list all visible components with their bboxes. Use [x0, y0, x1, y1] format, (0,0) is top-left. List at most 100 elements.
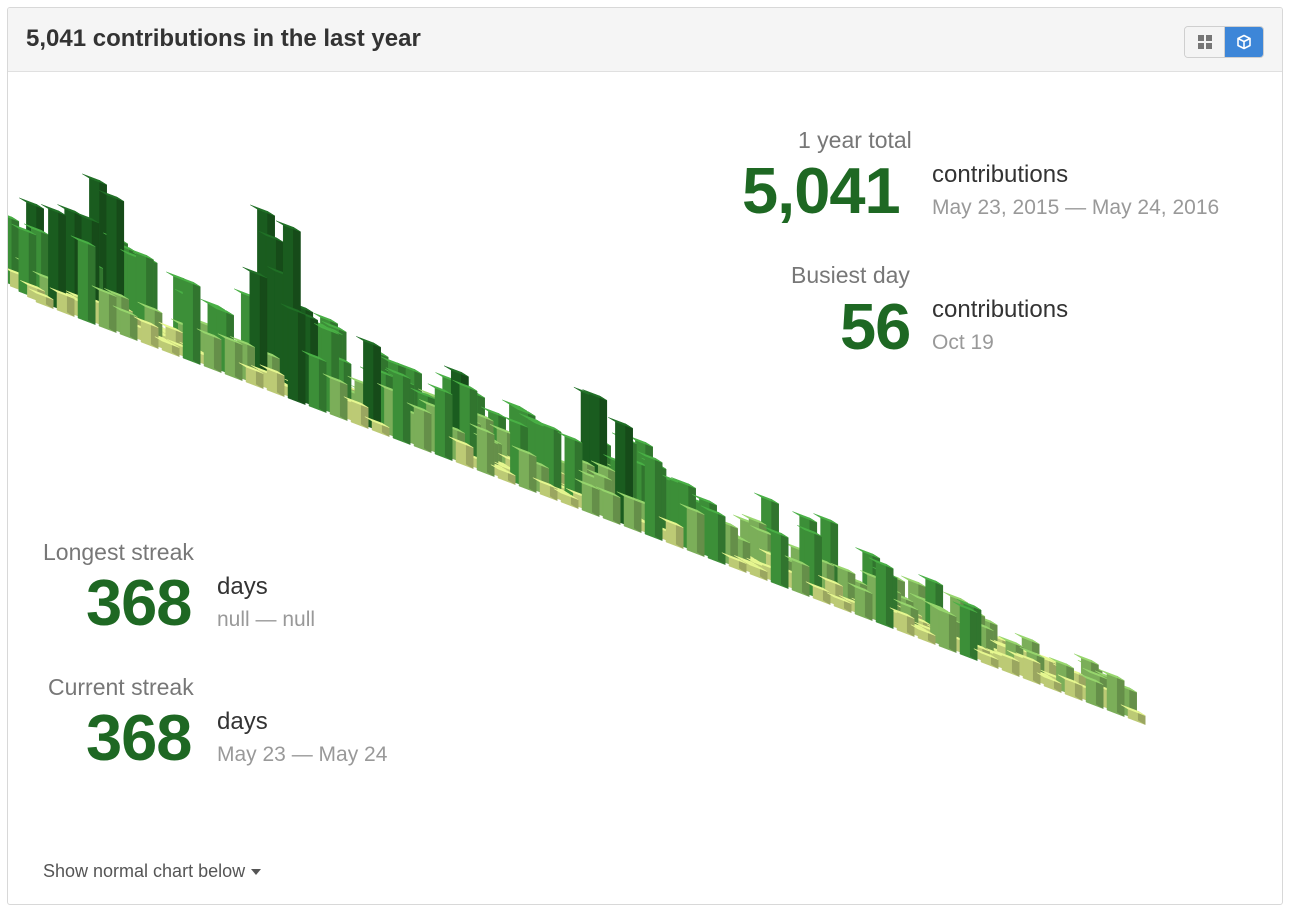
chart-cell-top	[616, 491, 642, 503]
chart-cell-top	[511, 445, 537, 457]
chart-cell-top	[595, 486, 621, 498]
chart-cell-top	[41, 204, 66, 216]
year-total-range: May 23, 2015 — May 24, 2016	[932, 196, 1220, 219]
chart-cell-top	[918, 574, 943, 586]
chart-cell-side	[297, 309, 306, 406]
chart-cell-top	[217, 333, 243, 345]
chart-cell-top	[910, 624, 936, 636]
cube-icon	[1237, 34, 1251, 50]
chart-cell-top	[1082, 667, 1108, 680]
chart-cell-top	[364, 416, 390, 428]
chart-cell-side	[339, 379, 348, 422]
chart-cell-side	[717, 511, 726, 566]
chart-cell-top	[23, 223, 49, 235]
chart-cell-top	[11, 223, 37, 236]
chart-cell-side	[591, 484, 600, 518]
year-total-label: 1 year total	[798, 127, 912, 153]
chart-cell-top	[830, 562, 856, 575]
chart-cell-top	[280, 303, 306, 315]
chart-cell-side	[444, 389, 453, 462]
3d-view-button[interactable]	[1224, 27, 1263, 57]
year-total-value: 5,041	[742, 154, 901, 227]
view-toggle	[1184, 26, 1264, 58]
chart-cell-top	[818, 575, 843, 587]
chart-cell-top	[826, 592, 852, 604]
chart-cell-top	[313, 312, 338, 325]
chart-cell-top	[158, 321, 184, 334]
chart-cell-top	[742, 560, 768, 572]
chart-cell-top	[99, 190, 124, 202]
chart-cell-top	[1019, 646, 1045, 659]
year-total-unit: contributions	[932, 161, 1069, 188]
chart-cell-side	[948, 611, 957, 654]
chart-cell-top	[128, 248, 154, 260]
chart-cell-side	[213, 334, 222, 374]
chart-cell-top	[104, 288, 129, 300]
chart-cell-side	[612, 492, 621, 526]
chart-cell-side	[234, 339, 243, 382]
current-streak-unit: days	[217, 708, 268, 735]
contributions-panel: 5,041 contributions in the last year 1 y…	[7, 7, 1283, 905]
chart-cell-top	[510, 404, 536, 417]
chart-cell-top	[532, 477, 558, 489]
show-normal-chart-label: Show normal chart below	[43, 861, 246, 881]
chart-cell-side	[87, 241, 96, 326]
chart-cell-top	[792, 511, 817, 523]
chart-cell-top	[356, 336, 381, 348]
chart-cell-top	[321, 320, 347, 333]
chart-cell-side	[528, 451, 537, 494]
chart-cell-top	[448, 436, 474, 448]
chart-cell-top	[238, 362, 264, 374]
current-streak-label: Current streak	[48, 674, 194, 700]
chart-cell-side	[780, 532, 789, 590]
chart-cell-top	[1078, 673, 1104, 685]
chart-cell-side	[633, 497, 642, 534]
chart-cell-top	[70, 235, 96, 247]
chart-cell-top	[741, 513, 767, 526]
chart-cell-top	[1073, 653, 1099, 665]
chart-cell-top	[973, 648, 999, 660]
chart-cell-top	[855, 547, 880, 559]
chart-cell-side	[486, 429, 495, 478]
chart-cell-top	[637, 451, 663, 463]
chart-cell-top	[410, 387, 436, 400]
chart-cell-top	[692, 494, 717, 506]
caret-down-icon	[251, 869, 262, 876]
chart-cell-top	[557, 431, 583, 444]
grid-view-button[interactable]	[1185, 27, 1224, 57]
chart-cell-top	[490, 464, 516, 476]
show-normal-chart-link[interactable]: Show normal chart below	[43, 861, 262, 882]
chart-cell-top	[250, 204, 275, 217]
chart-cell-top	[259, 364, 285, 376]
longest-streak-value: 368	[86, 566, 192, 639]
chart-cell-top	[343, 396, 369, 408]
chart-cell-top	[679, 503, 705, 515]
chart-cell-top	[671, 477, 696, 489]
chart-cell-top	[901, 575, 926, 588]
chart-cell-top	[847, 582, 873, 594]
chart-cell-side	[402, 373, 411, 446]
chart-cell-top	[734, 555, 759, 567]
chart-cell-top	[658, 516, 684, 528]
chart-cell-top	[750, 525, 775, 537]
chart-cell-side	[1116, 675, 1125, 718]
chart-cell-side	[801, 561, 810, 598]
chart-cell-side	[969, 607, 978, 662]
chart-cell-top	[608, 417, 633, 429]
chart-cell-top	[385, 367, 411, 379]
chart-cell-top	[112, 305, 138, 317]
chart-cell-top	[275, 220, 301, 232]
chart-cell-top	[19, 197, 44, 210]
chart-cell-top	[813, 513, 838, 525]
current-streak-range: May 23 — May 24	[217, 743, 388, 766]
chart-cell-top	[582, 389, 607, 401]
chart-cell-top	[503, 416, 528, 428]
chart-cell-top	[797, 525, 822, 537]
chart-cell-top	[721, 552, 747, 564]
chart-cell-top	[1015, 652, 1041, 664]
chart-cell-top	[74, 211, 100, 224]
current-streak-value: 368	[86, 701, 192, 774]
chart-cell-top	[893, 598, 919, 611]
chart-cell-top	[230, 336, 255, 348]
longest-streak-range: null — null	[217, 608, 316, 631]
